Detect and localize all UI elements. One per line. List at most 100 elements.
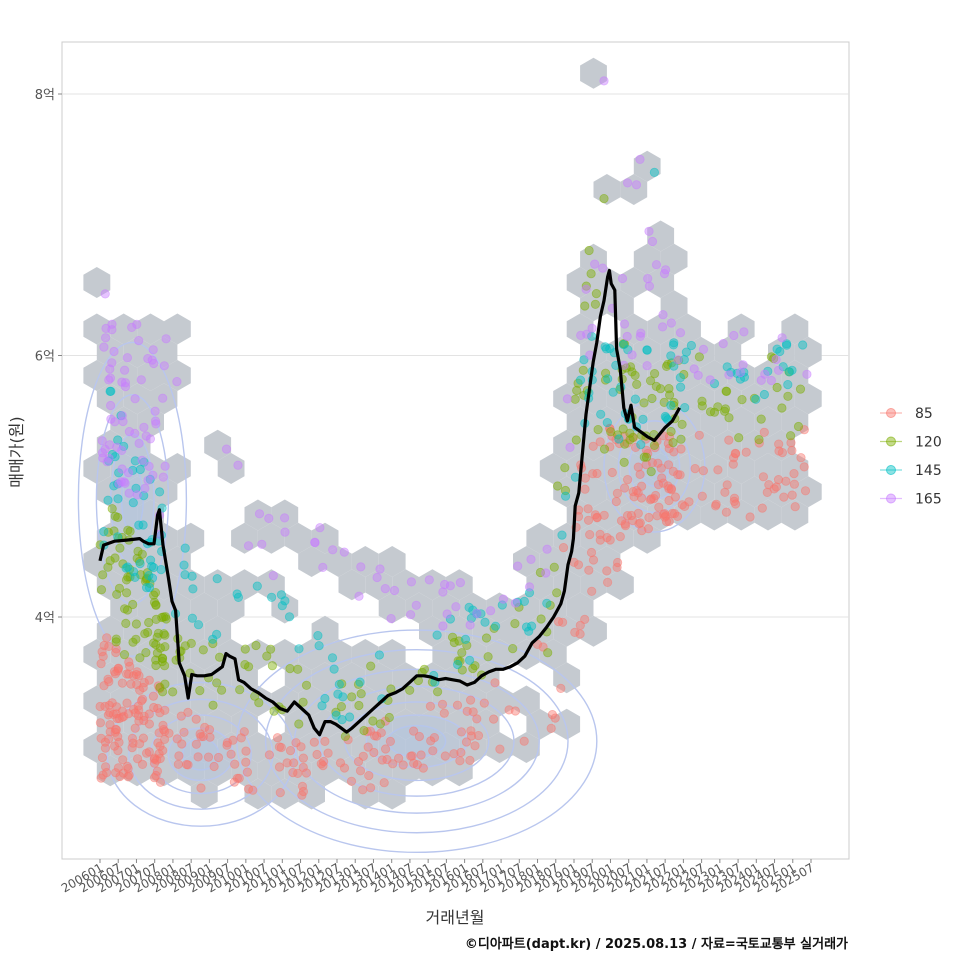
data-point-120 [641,452,652,462]
data-point-120 [186,638,196,649]
data-point-85 [114,737,124,748]
data-point-85 [382,754,392,765]
hexbin-cell [96,383,124,415]
data-point-85 [298,786,308,797]
hexbin-cell [727,499,755,531]
data-point-85 [799,462,809,472]
data-point-85 [377,755,387,765]
data-point-85 [117,678,128,688]
hexbin-cell [298,639,325,670]
data-point-85 [128,738,138,748]
data-point-85 [622,510,633,521]
hexbin-cell [177,569,205,601]
data-point-165 [657,322,668,332]
data-point-145 [787,365,797,375]
data-point-120 [508,643,518,654]
data-point-85 [97,752,108,763]
data-point-85 [587,586,597,596]
data-point-165 [124,426,134,437]
data-point-165 [642,361,652,371]
data-point-145 [142,582,152,593]
hexbin-cell [298,732,325,763]
hexbin-cell [83,546,111,577]
data-point-120 [160,630,170,640]
data-point-85 [204,724,215,735]
data-point-120 [157,656,167,667]
data-point-85 [335,758,346,768]
data-point-120 [125,572,135,582]
data-point-85 [679,501,690,511]
data-point-85 [358,751,368,761]
data-point-85 [456,727,466,737]
hexbin-cell [137,685,164,717]
data-point-120 [298,697,308,707]
data-point-165 [107,358,117,368]
data-point-120 [510,618,520,629]
hexbin-cell [432,592,460,624]
data-point-85 [398,760,408,770]
hexbin-cell [620,313,648,345]
data-point-85 [721,507,732,517]
data-point-85 [144,675,154,685]
hexbin-cell [110,313,138,345]
data-point-165 [636,328,646,338]
data-point-85 [728,459,738,469]
data-point-85 [113,731,123,742]
data-point-145 [570,472,581,482]
hexbin-cell [499,615,527,647]
hexbin-cell [137,406,164,438]
data-point-85 [573,560,584,570]
hexbin-cell [83,639,111,670]
data-point-120 [630,370,640,380]
data-point-120 [375,719,385,729]
data-point-165 [380,583,390,594]
data-point-165 [356,562,366,572]
data-point-85 [641,445,652,455]
data-point-145 [129,567,139,577]
data-point-85 [96,733,106,743]
hexbin-cell [687,429,715,461]
data-point-85 [636,481,647,491]
data-point-120 [543,648,553,658]
data-point-120 [593,424,603,435]
data-point-165 [587,323,597,333]
data-point-145 [575,375,586,385]
hexbin-cell [164,360,191,391]
hexbin-cell [687,383,715,415]
data-point-85 [605,535,615,545]
data-point-120 [721,386,731,396]
data-point-85 [110,669,121,679]
legend-marker-85 [886,408,896,418]
data-point-120 [676,434,686,444]
data-point-120 [151,600,161,611]
data-point-85 [155,708,165,718]
data-point-120 [155,682,165,693]
data-point-85 [644,512,654,523]
data-point-85 [196,783,206,793]
data-point-85 [741,447,751,457]
data-point-85 [152,755,162,765]
data-point-120 [679,369,689,380]
data-point-85 [228,735,238,745]
data-point-85 [364,770,374,781]
data-point-165 [666,318,676,328]
data-point-145 [187,613,197,623]
data-point-85 [174,751,184,761]
data-point-85 [633,462,643,472]
data-point-165 [221,444,232,454]
data-point-120 [578,365,588,375]
data-point-120 [769,353,779,364]
data-point-85 [134,671,144,681]
hexbin-cell [781,313,809,345]
hexbin-cell [164,313,191,345]
data-point-165 [439,579,450,590]
data-point-120 [697,396,707,406]
data-point-165 [510,598,521,608]
data-point-120 [285,663,295,674]
data-point-85 [104,676,114,687]
data-point-145 [138,520,148,530]
data-point-85 [774,439,784,449]
hexbin-cell [526,615,554,647]
data-point-165 [526,554,536,565]
data-point-120 [331,707,341,717]
